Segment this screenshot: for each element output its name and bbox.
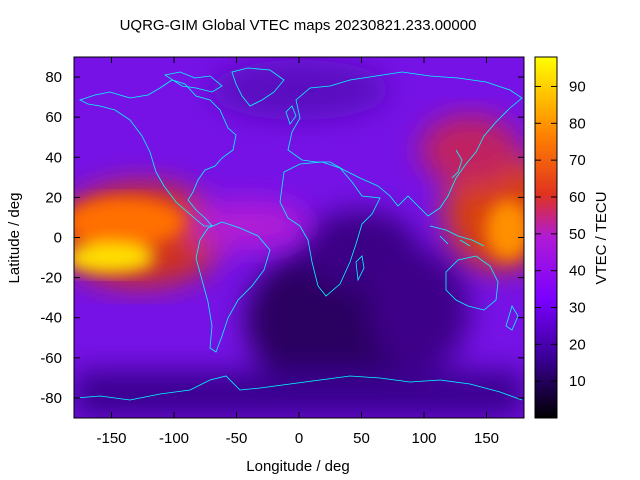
coast-japan xyxy=(451,149,463,179)
coast-british-isles xyxy=(285,105,297,125)
x-axis-label: Longitude / deg xyxy=(246,458,349,475)
coast-new-zealand xyxy=(505,305,519,331)
y-tick-label: -60 xyxy=(40,350,62,367)
coast-madagascar xyxy=(355,255,365,282)
y-tick-label: 0 xyxy=(54,230,62,247)
colorbar-tick-label: 40 xyxy=(569,263,586,280)
coastlines xyxy=(75,67,523,401)
coast-australia xyxy=(445,255,499,311)
coast-greenland xyxy=(231,67,285,107)
x-tick-label: -150 xyxy=(96,430,126,447)
coast-africa xyxy=(279,161,381,297)
colorbar xyxy=(534,56,558,419)
x-tick-label: 0 xyxy=(295,430,303,447)
coast-south-america xyxy=(195,221,271,353)
x-tick-label: 150 xyxy=(474,430,499,447)
y-tick-label: 60 xyxy=(45,109,62,126)
y-tick-label: -80 xyxy=(40,390,62,407)
colorbar-tick-label: 60 xyxy=(569,189,586,206)
low-tec-regions xyxy=(74,60,524,418)
colorbar-tick-label: 20 xyxy=(569,336,586,353)
peak-tec-regions xyxy=(74,197,524,273)
x-tick-label: 100 xyxy=(411,430,436,447)
y-tick-label: -20 xyxy=(40,270,62,287)
colorbar-tick-label: 30 xyxy=(569,299,586,316)
y-axis-label: Latitude / deg xyxy=(6,193,23,284)
y-axis-ticks: -80 -60 -40 -20 0 20 40 60 80 xyxy=(40,69,524,407)
colorbar-label: VTEC / TECU xyxy=(593,191,610,284)
colorbar-tick-label: 80 xyxy=(569,115,586,132)
coast-antarctica xyxy=(75,375,523,401)
x-tick-label: 50 xyxy=(353,430,370,447)
coast-arctic-islands xyxy=(163,71,223,93)
coast-eurasia xyxy=(287,71,523,217)
chart-title: UQRG-GIM Global VTEC maps 20230821.233.0… xyxy=(119,17,477,34)
colorbar-tick-label: 70 xyxy=(569,152,586,169)
x-tick-label: -100 xyxy=(159,430,189,447)
y-tick-label: -40 xyxy=(40,310,62,327)
colorbar-tick-label: 50 xyxy=(569,226,586,243)
coast-north-america xyxy=(78,79,237,227)
colorbar-tick-label: 10 xyxy=(569,373,586,390)
y-tick-label: 80 xyxy=(45,69,62,86)
y-tick-label: 20 xyxy=(45,189,62,206)
x-axis-ticks: -150 -100 -50 0 50 100 150 xyxy=(96,57,499,447)
colorbar-tick-label: 90 xyxy=(569,78,586,95)
colorbar-ticks: 10 20 30 40 50 60 70 80 90 xyxy=(535,78,586,390)
y-tick-label: 40 xyxy=(45,149,62,166)
coast-indonesia xyxy=(429,225,485,247)
x-tick-label: -50 xyxy=(226,430,248,447)
heatmap xyxy=(74,57,524,418)
